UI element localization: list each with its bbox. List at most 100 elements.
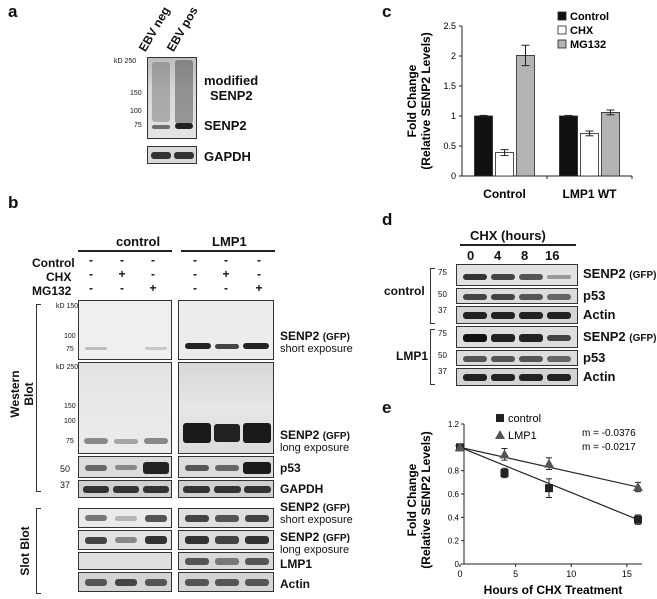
slot-control-actin <box>78 572 172 592</box>
band <box>144 438 168 444</box>
label-senp2-slot-short: SENP2 (GFP) <box>280 500 350 514</box>
band <box>243 343 269 349</box>
slot <box>85 579 107 586</box>
band <box>243 462 271 474</box>
sign: - <box>151 267 155 281</box>
blot-d-lmp1-actin <box>456 368 578 386</box>
label-senp2-short: SENP2 (GFP) <box>280 329 350 343</box>
label-gfp: (GFP) <box>322 533 350 544</box>
label-gfp: (GFP) <box>322 332 350 343</box>
band <box>214 486 241 493</box>
data-point-square <box>545 484 553 493</box>
band <box>215 344 239 349</box>
legend-swatch <box>557 39 567 49</box>
band <box>185 343 211 349</box>
bar <box>601 112 620 177</box>
x-tick-label: 10 <box>566 569 576 579</box>
row-label-chx: CHX <box>46 270 72 284</box>
blot-d-control-actin <box>456 306 578 324</box>
blot-b-lmp1-short <box>178 300 274 360</box>
marker-100: 100 <box>64 418 76 425</box>
data-point-triangle <box>633 482 643 491</box>
slot <box>215 515 239 522</box>
band <box>463 312 487 319</box>
data-point-square <box>500 469 509 477</box>
group-bar-lmp1 <box>181 250 275 252</box>
band <box>183 423 211 443</box>
slot <box>85 537 107 544</box>
band <box>547 374 571 381</box>
band <box>113 486 139 493</box>
label-gfp: (GFP) <box>322 431 350 442</box>
band <box>214 424 240 442</box>
legend-swatch <box>557 11 567 21</box>
y-tick-label: 0.8 <box>448 467 460 476</box>
marker-75: 75 <box>134 122 142 129</box>
sign: - <box>257 267 261 281</box>
band <box>145 347 167 350</box>
y-axis-label-group: Fold Change (Relative SENP2 Levels) <box>405 32 433 169</box>
y-axis-label-group: Fold Change (Relative SENP2 Levels) <box>405 431 433 568</box>
band <box>175 123 193 129</box>
band <box>519 374 543 381</box>
timepoint-0: 0 <box>467 248 475 263</box>
timepoint-16: 16 <box>545 248 560 263</box>
label-gfp: (GFP) <box>322 503 350 514</box>
label-senp2-slot-long: SENP2 (GFP) <box>280 530 350 544</box>
band <box>115 465 137 470</box>
slot <box>245 558 269 565</box>
legend-swatch <box>557 25 567 35</box>
row-label-control: Control <box>32 256 75 270</box>
sign: + <box>149 281 157 295</box>
slot-lmp1-long <box>178 530 274 550</box>
sign: - <box>257 253 261 267</box>
sign: - <box>151 253 155 267</box>
group-label-lmp1: LMP1 <box>212 234 247 249</box>
band <box>463 294 487 300</box>
sign: - <box>224 253 228 267</box>
marker-37: 37 <box>60 480 71 490</box>
label-p53-control: p53 <box>583 288 606 303</box>
band <box>519 334 543 342</box>
slot-lmp1-lmp1 <box>178 552 274 570</box>
label-senp2-gfp-lmp1: SENP2 (GFP) <box>583 329 656 344</box>
label-actin-control: Actin <box>583 307 616 322</box>
label-short-exposure: short exposure <box>280 514 353 526</box>
x-tick-label: 0 <box>457 569 462 579</box>
sign: + <box>118 267 126 281</box>
slot <box>185 579 209 586</box>
marker-50: 50 <box>438 290 447 299</box>
sign: - <box>89 253 93 267</box>
label-gapdh: GAPDH <box>280 482 324 496</box>
blot-b-control-short <box>78 300 172 360</box>
y-tick-label: 0 <box>455 560 460 569</box>
band <box>491 294 515 300</box>
label-senp2: SENP2 <box>583 266 626 281</box>
group-label-control: control <box>384 284 425 298</box>
data-point-square <box>634 515 642 524</box>
blot-b-control-p53 <box>78 456 172 478</box>
bracket-lmp1 <box>430 329 435 385</box>
y-tick-label: 1 <box>451 111 456 121</box>
slot <box>215 558 239 565</box>
y-tick-label: 2.5 <box>443 21 456 31</box>
row-label-mg132: MG132 <box>32 284 72 298</box>
y-tick-label: 2 <box>451 51 456 61</box>
timepoint-8: 8 <box>521 248 529 263</box>
y-tick-label: 0 <box>451 171 456 181</box>
smear-band <box>175 60 193 124</box>
y-axis-label: Fold Change <box>405 463 419 536</box>
group-bar-control <box>78 250 172 252</box>
marker-250: kD 250 <box>114 58 137 65</box>
blot-d-control-p53 <box>456 288 578 304</box>
band <box>84 438 108 444</box>
band <box>547 356 571 362</box>
slot-control-long <box>78 530 172 550</box>
band <box>547 335 571 341</box>
band <box>519 312 543 319</box>
y-tick-label: 1.5 <box>443 81 456 91</box>
panel-d-label: d <box>382 210 393 229</box>
panel-a-label: a <box>8 2 18 21</box>
timepoint-4: 4 <box>494 248 502 263</box>
sign: - <box>120 281 124 295</box>
